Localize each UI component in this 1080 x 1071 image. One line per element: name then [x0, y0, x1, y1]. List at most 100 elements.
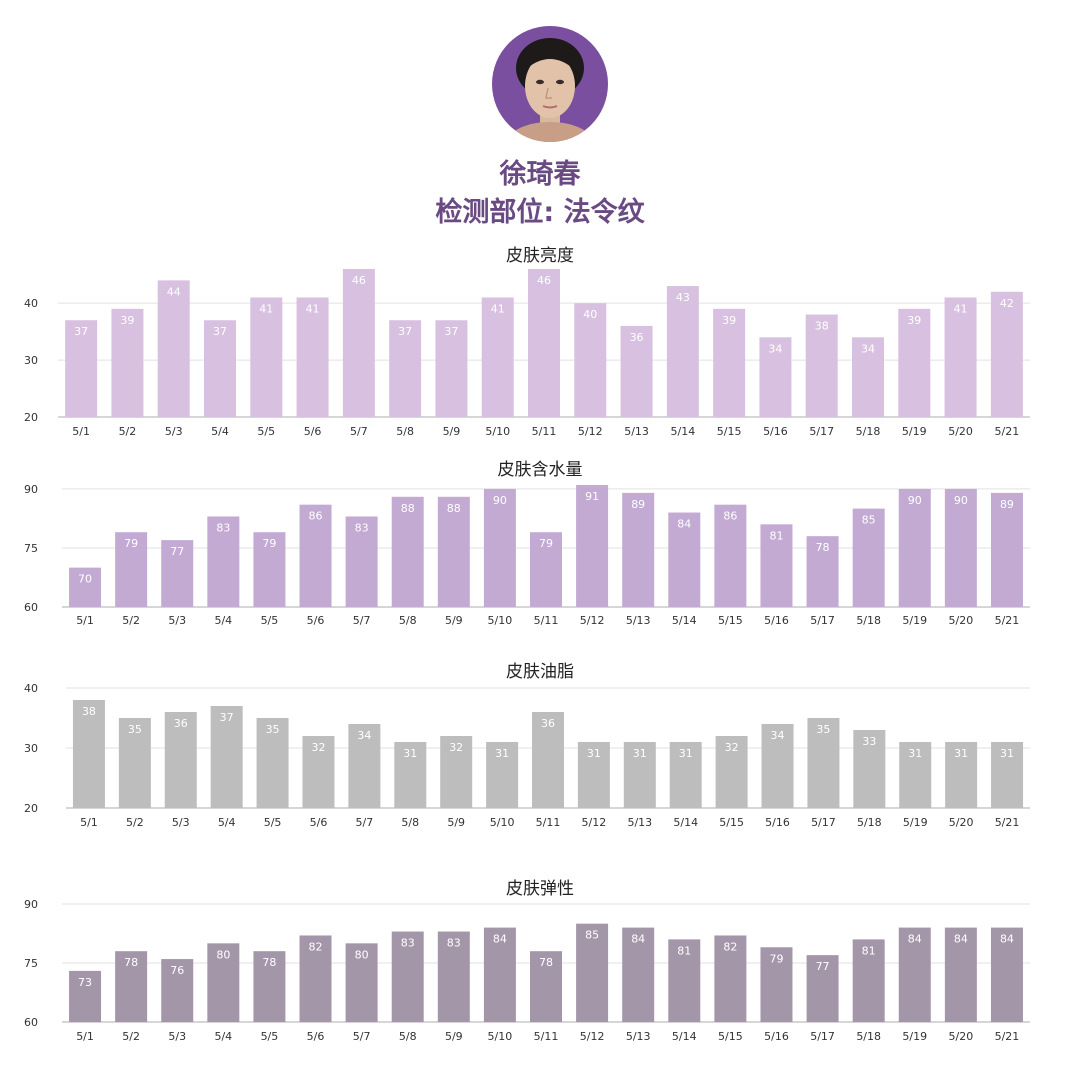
- x-tick-label: 5/11: [536, 816, 561, 829]
- bar-value-label: 84: [493, 933, 507, 946]
- bar: [256, 718, 289, 808]
- bar: [481, 297, 514, 417]
- brightness-chart: 皮肤亮度 20 30 40 37 5/1 39 5/2 44 5/3 37 5/4 41 5/5 41 5/6…: [24, 246, 1030, 438]
- x-tick-label: 5/17: [810, 1030, 835, 1043]
- bar-value-label: 36: [174, 717, 188, 730]
- bar-value-label: 32: [725, 741, 739, 754]
- y-tick-label: 40: [24, 682, 38, 695]
- chart-title: 皮肤弹性: [506, 879, 574, 899]
- bar: [250, 297, 283, 417]
- bar: [944, 297, 977, 417]
- bar-value-label: 38: [82, 705, 96, 718]
- bar-value-label: 32: [449, 741, 463, 754]
- bar: [898, 308, 931, 417]
- bar: [853, 730, 886, 808]
- x-tick-label: 5/11: [534, 1030, 559, 1043]
- bar: [483, 488, 516, 607]
- bar-value-label: 32: [311, 741, 325, 754]
- bar: [714, 935, 747, 1022]
- x-tick-label: 5/21: [995, 614, 1020, 627]
- bar-value-label: 76: [170, 964, 184, 977]
- bar-value-label: 90: [954, 494, 968, 507]
- bar-value-label: 91: [585, 490, 599, 503]
- chart-title: 皮肤含水量: [498, 460, 583, 480]
- bar-value-label: 80: [216, 948, 230, 961]
- bar: [806, 955, 839, 1022]
- x-tick-label: 5/6: [310, 816, 328, 829]
- bar: [210, 706, 243, 808]
- avatar: [492, 26, 608, 142]
- bar-value-label: 81: [862, 944, 876, 957]
- bar-value-label: 90: [493, 494, 507, 507]
- x-tick-label: 5/14: [672, 1030, 697, 1043]
- x-tick-label: 5/13: [624, 425, 649, 438]
- bar-value-label: 39: [907, 314, 921, 327]
- x-tick-label: 5/5: [264, 816, 282, 829]
- x-tick-label: 5/8: [401, 816, 419, 829]
- y-tick-label: 30: [24, 742, 38, 755]
- x-tick-label: 5/16: [764, 1030, 789, 1043]
- bar-value-label: 79: [262, 537, 276, 550]
- bar: [990, 492, 1023, 607]
- bar-value-label: 83: [447, 937, 461, 950]
- x-tick-label: 5/1: [76, 1030, 94, 1043]
- chart-title: 皮肤亮度: [506, 246, 574, 266]
- x-tick-label: 5/20: [949, 816, 974, 829]
- bar-value-label: 36: [630, 331, 644, 344]
- x-tick-label: 5/11: [534, 614, 559, 627]
- bar: [990, 291, 1023, 417]
- bar: [852, 939, 885, 1022]
- bar: [435, 320, 468, 417]
- bar-value-label: 39: [722, 314, 736, 327]
- bar: [576, 485, 609, 607]
- bar: [944, 488, 977, 607]
- bar: [577, 742, 610, 808]
- bar: [111, 308, 144, 417]
- bar: [532, 712, 564, 808]
- bar: [437, 931, 470, 1022]
- bar: [805, 314, 838, 417]
- bar: [761, 724, 794, 808]
- bar: [69, 567, 102, 607]
- bar-value-label: 83: [355, 521, 369, 534]
- bar-value-label: 46: [537, 274, 551, 287]
- x-tick-label: 5/6: [307, 1030, 325, 1043]
- bar-value-label: 90: [908, 494, 922, 507]
- bar: [945, 742, 978, 808]
- x-tick-label: 5/19: [902, 425, 927, 438]
- bar: [760, 947, 793, 1022]
- bar: [391, 496, 424, 607]
- bar-value-label: 83: [401, 937, 415, 950]
- bar-value-label: 77: [170, 545, 184, 558]
- bar: [253, 951, 286, 1022]
- y-tick-label: 30: [24, 354, 38, 367]
- y-tick-label: 20: [24, 411, 38, 424]
- bar: [69, 970, 102, 1022]
- x-tick-label: 5/2: [119, 425, 137, 438]
- x-tick-label: 5/3: [165, 425, 183, 438]
- bar: [391, 931, 424, 1022]
- bar-value-label: 89: [1000, 498, 1014, 511]
- bar-value-label: 82: [309, 940, 323, 953]
- bar: [486, 742, 519, 808]
- x-tick-label: 5/14: [673, 816, 698, 829]
- x-tick-label: 5/16: [763, 425, 788, 438]
- bar-value-label: 79: [124, 537, 138, 550]
- bar: [623, 742, 656, 808]
- bar-value-label: 84: [631, 933, 645, 946]
- bar: [115, 532, 148, 607]
- bar: [715, 736, 748, 808]
- bar-value-label: 80: [355, 948, 369, 961]
- bar: [806, 536, 839, 607]
- bar-value-label: 88: [401, 502, 415, 515]
- x-tick-label: 5/4: [214, 614, 232, 627]
- x-tick-label: 5/12: [582, 816, 607, 829]
- bar-value-label: 37: [220, 711, 234, 724]
- bar: [576, 923, 609, 1022]
- bar: [161, 959, 194, 1022]
- x-tick-label: 5/20: [948, 425, 973, 438]
- x-tick-label: 5/13: [627, 816, 652, 829]
- x-tick-label: 5/21: [995, 425, 1020, 438]
- bar: [253, 532, 286, 607]
- bar-value-label: 35: [816, 723, 830, 736]
